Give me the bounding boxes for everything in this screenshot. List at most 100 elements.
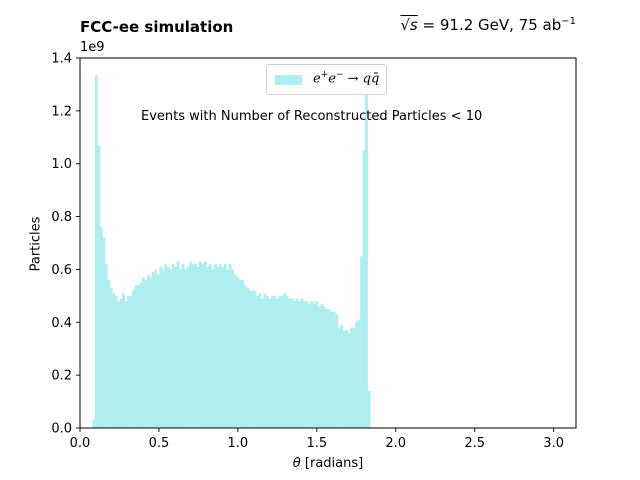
histogram-bar xyxy=(270,295,274,428)
histogram-bar xyxy=(117,301,121,428)
histogram-bar xyxy=(325,309,329,428)
histogram-bar xyxy=(347,332,351,428)
histogram-bar xyxy=(265,295,269,428)
y-tick-label: 0.6 xyxy=(51,263,72,278)
histogram-bar xyxy=(273,295,277,428)
histogram-bar xyxy=(342,330,346,428)
x-tick-label: 1.0 xyxy=(228,436,249,451)
histogram-bar xyxy=(295,298,299,428)
legend-label: e+e− → qq̄ xyxy=(313,70,380,87)
histogram-bar xyxy=(159,266,163,428)
x-tick-label: 2.5 xyxy=(464,436,485,451)
histogram-bar xyxy=(303,301,306,428)
legend: e+e− → qq̄ xyxy=(266,64,387,95)
y-axis-multiplier: 1e9 xyxy=(80,40,105,55)
plot-frame xyxy=(79,57,577,429)
histogram-bar xyxy=(139,282,143,428)
histogram-bar xyxy=(258,293,262,428)
y-axis-label: Particles xyxy=(28,216,44,272)
histogram-bar xyxy=(317,306,321,428)
histogram-bar xyxy=(228,264,232,428)
histogram-bar xyxy=(233,274,237,428)
legend-swatch xyxy=(275,75,302,85)
x-tick-label: 1.5 xyxy=(306,436,327,451)
histogram-bar xyxy=(154,269,158,428)
histogram-bar xyxy=(112,293,116,428)
histogram-bar xyxy=(278,295,282,428)
y-tick-label: 1.4 xyxy=(51,52,72,67)
histogram-bar xyxy=(345,330,349,428)
histogram-bar xyxy=(122,293,126,428)
x-tick-label: 0.5 xyxy=(149,436,170,451)
histogram-bar xyxy=(171,264,175,428)
histogram-bar xyxy=(137,285,140,428)
histogram-bar xyxy=(236,277,240,428)
histogram-bar xyxy=(268,298,272,428)
histogram-bar xyxy=(322,306,326,428)
histogram-bar xyxy=(253,290,257,428)
histogram-bar xyxy=(313,303,316,428)
histogram-bar xyxy=(293,301,297,428)
histogram-bar xyxy=(223,264,227,428)
histogram-bar xyxy=(315,301,319,428)
y-tick-label: 0.8 xyxy=(51,210,72,225)
histogram-bar xyxy=(263,293,267,428)
histogram-bar xyxy=(241,280,244,428)
histogram-bar xyxy=(156,274,160,428)
histogram-bar xyxy=(248,290,252,428)
histogram-bar xyxy=(221,266,225,428)
histogram-bar xyxy=(362,150,366,428)
histogram-bar xyxy=(176,261,180,428)
histogram-bar xyxy=(238,280,242,428)
histogram-bar xyxy=(280,295,284,428)
histogram-bar xyxy=(184,269,187,428)
histogram-bar xyxy=(350,327,354,428)
histogram-bar xyxy=(211,269,215,428)
histogram-bar xyxy=(290,298,294,428)
histogram-bar xyxy=(355,322,359,428)
x-tick-label: 0.0 xyxy=(70,436,91,451)
histogram-bar xyxy=(300,298,304,428)
x-tick-label: 3.0 xyxy=(543,436,564,451)
histogram-bar xyxy=(107,280,111,428)
histogram-bar xyxy=(141,277,145,428)
histogram-bar xyxy=(285,295,289,428)
histogram-bar xyxy=(179,269,183,428)
histogram-bar xyxy=(94,75,98,429)
histogram-bar xyxy=(97,145,101,428)
histogram-bar xyxy=(124,301,128,428)
histogram-bar xyxy=(310,301,314,428)
histogram-bar xyxy=(275,298,279,428)
y-tick-label: 1.2 xyxy=(51,104,72,119)
histogram-bar xyxy=(365,87,368,428)
histogram-bar xyxy=(298,301,302,428)
histogram-bar xyxy=(149,277,153,428)
histogram-bar xyxy=(332,311,336,428)
x-axis-ticks: 0.0 0.5 1.0 1.5 2.0 2.5 3.0 xyxy=(70,428,564,451)
histogram-bar xyxy=(164,264,168,428)
histogram-bar xyxy=(109,287,113,428)
histogram-bar xyxy=(127,295,130,428)
histogram-bar xyxy=(92,420,96,428)
chart-title: FCC-ee simulation xyxy=(80,18,234,36)
y-tick-label: 0.2 xyxy=(51,369,72,384)
histogram-bar xyxy=(151,272,155,428)
histogram-bar xyxy=(174,266,178,428)
histogram-bar xyxy=(357,319,361,428)
histogram-bar xyxy=(146,274,150,428)
histogram-bar xyxy=(335,314,339,428)
histogram-bar xyxy=(166,266,170,428)
histogram-bar xyxy=(320,303,324,428)
histogram-bar xyxy=(189,261,192,428)
histogram-bar xyxy=(114,295,118,428)
histogram-bar xyxy=(206,266,210,428)
histogram-bar xyxy=(213,264,217,428)
histogram-bar xyxy=(203,261,207,428)
histogram-bar xyxy=(104,264,108,428)
histogram-bar xyxy=(186,266,190,428)
histogram-bar xyxy=(283,293,287,428)
histogram-bar xyxy=(308,303,311,428)
histogram-bar xyxy=(161,269,165,428)
histogram-bar xyxy=(305,301,309,428)
y-tick-label: 1.0 xyxy=(51,157,72,172)
